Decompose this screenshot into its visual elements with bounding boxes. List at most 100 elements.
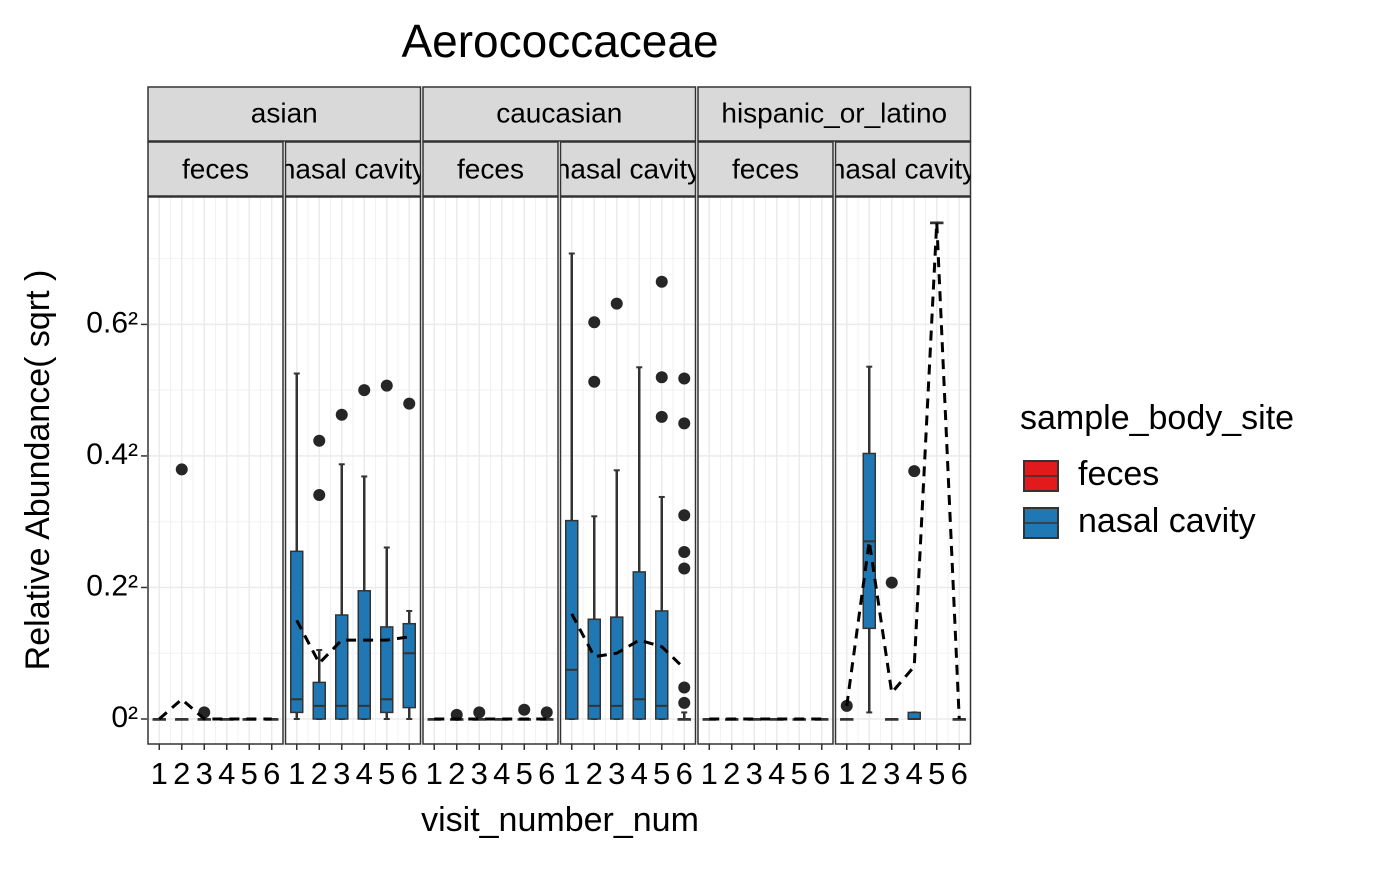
panel-border <box>422 196 559 745</box>
x-tick-label: 6 <box>538 756 555 791</box>
box <box>632 571 646 720</box>
x-tick-label: 3 <box>883 756 900 791</box>
outlier <box>655 410 668 423</box>
x-tick-label: 4 <box>356 756 373 791</box>
x-tick-label: 2 <box>448 756 465 791</box>
outlier <box>908 465 921 478</box>
x-tick-label: 4 <box>493 756 510 791</box>
facet-strip <box>697 86 972 142</box>
outlier <box>678 696 691 709</box>
outlier <box>885 576 898 589</box>
legend-label: feces <box>1078 455 1159 493</box>
panel-border <box>697 196 834 745</box>
outlier <box>678 417 691 430</box>
y-tick-label: 0² <box>111 701 138 734</box>
x-axis-label: visit_number_num <box>421 801 699 839</box>
box <box>402 622 416 709</box>
outlier <box>610 297 623 310</box>
x-tick-label: 2 <box>173 756 190 791</box>
facet-strip <box>284 141 422 197</box>
panel-border <box>147 196 284 745</box>
x-tick-label: 3 <box>746 756 763 791</box>
outlier <box>678 545 691 558</box>
facet-strip-label: feces <box>732 153 799 184</box>
y-tick-label: 0.4² <box>86 438 138 471</box>
box <box>335 614 349 720</box>
x-tick-label: 6 <box>951 756 968 791</box>
y-tick-label: 0.6² <box>86 306 138 339</box>
facet-strip-label: feces <box>182 153 249 184</box>
facet-strip-label: caucasian <box>496 97 622 128</box>
outlier <box>678 681 691 694</box>
x-tick-label: 2 <box>586 756 603 791</box>
x-tick-label: 6 <box>813 756 830 791</box>
legend-label: nasal cavity <box>1078 502 1256 540</box>
box <box>380 626 394 714</box>
x-tick-label: 3 <box>471 756 488 791</box>
y-tick-label: 0.2² <box>86 569 138 602</box>
x-tick-label: 1 <box>701 756 718 791</box>
facet-strip-label: nasal cavity <box>830 153 976 184</box>
x-tick-label: 5 <box>241 756 258 791</box>
outlier <box>335 408 348 421</box>
facet-strip-label: feces <box>457 153 524 184</box>
facet-strip-label: hispanic_or_latino <box>721 97 947 128</box>
box <box>357 590 371 720</box>
x-tick-label: 6 <box>263 756 280 791</box>
x-tick-label: 3 <box>196 756 213 791</box>
outlier <box>380 379 393 392</box>
outlier <box>588 316 601 329</box>
x-tick-label: 2 <box>723 756 740 791</box>
outlier <box>175 463 188 476</box>
facet-strip <box>422 86 697 142</box>
x-tick-label: 5 <box>378 756 395 791</box>
panel-border <box>284 196 422 745</box>
facet-strip-label: asian <box>251 97 318 128</box>
legend-title: sample_body_site <box>1020 399 1294 437</box>
facet-strip <box>422 141 559 197</box>
outlier <box>540 706 553 719</box>
x-tick-label: 1 <box>426 756 443 791</box>
box <box>655 610 669 720</box>
box <box>290 550 304 714</box>
x-tick-label: 4 <box>768 756 785 791</box>
outlier <box>678 562 691 575</box>
x-tick-label: 1 <box>838 756 855 791</box>
x-tick-label: 2 <box>311 756 328 791</box>
outlier <box>678 372 691 385</box>
facet-strip-label: nasal cavity <box>555 153 701 184</box>
x-tick-label: 1 <box>563 756 580 791</box>
panel-border <box>559 196 697 745</box>
x-tick-label: 5 <box>516 756 533 791</box>
y-axis-label: Relative Abundance( sqrt ) <box>19 270 57 671</box>
facet-strip-label: nasal cavity <box>280 153 426 184</box>
box <box>587 618 601 720</box>
outlier <box>518 703 531 716</box>
facet-strip <box>147 141 284 197</box>
outlier <box>588 375 601 388</box>
x-tick-label: 5 <box>653 756 670 791</box>
x-tick-label: 4 <box>631 756 648 791</box>
x-tick-label: 1 <box>288 756 305 791</box>
x-tick-label: 1 <box>151 756 168 791</box>
outlier <box>313 489 326 502</box>
outlier <box>403 397 416 410</box>
x-tick-label: 3 <box>333 756 350 791</box>
mean-line <box>845 222 961 720</box>
mean-line <box>570 613 686 670</box>
mean-line <box>158 697 272 721</box>
outlier <box>655 275 668 288</box>
facet-strip <box>147 86 422 142</box>
x-tick-label: 2 <box>861 756 878 791</box>
facet-strip <box>697 141 834 197</box>
outlier <box>473 706 486 719</box>
x-tick-label: 4 <box>906 756 923 791</box>
x-tick-label: 6 <box>401 756 418 791</box>
x-tick-label: 3 <box>608 756 625 791</box>
panel-border <box>834 196 972 745</box>
x-tick-label: 4 <box>218 756 235 791</box>
outlier <box>678 509 691 522</box>
facet-strip <box>834 141 972 197</box>
box <box>610 616 624 720</box>
